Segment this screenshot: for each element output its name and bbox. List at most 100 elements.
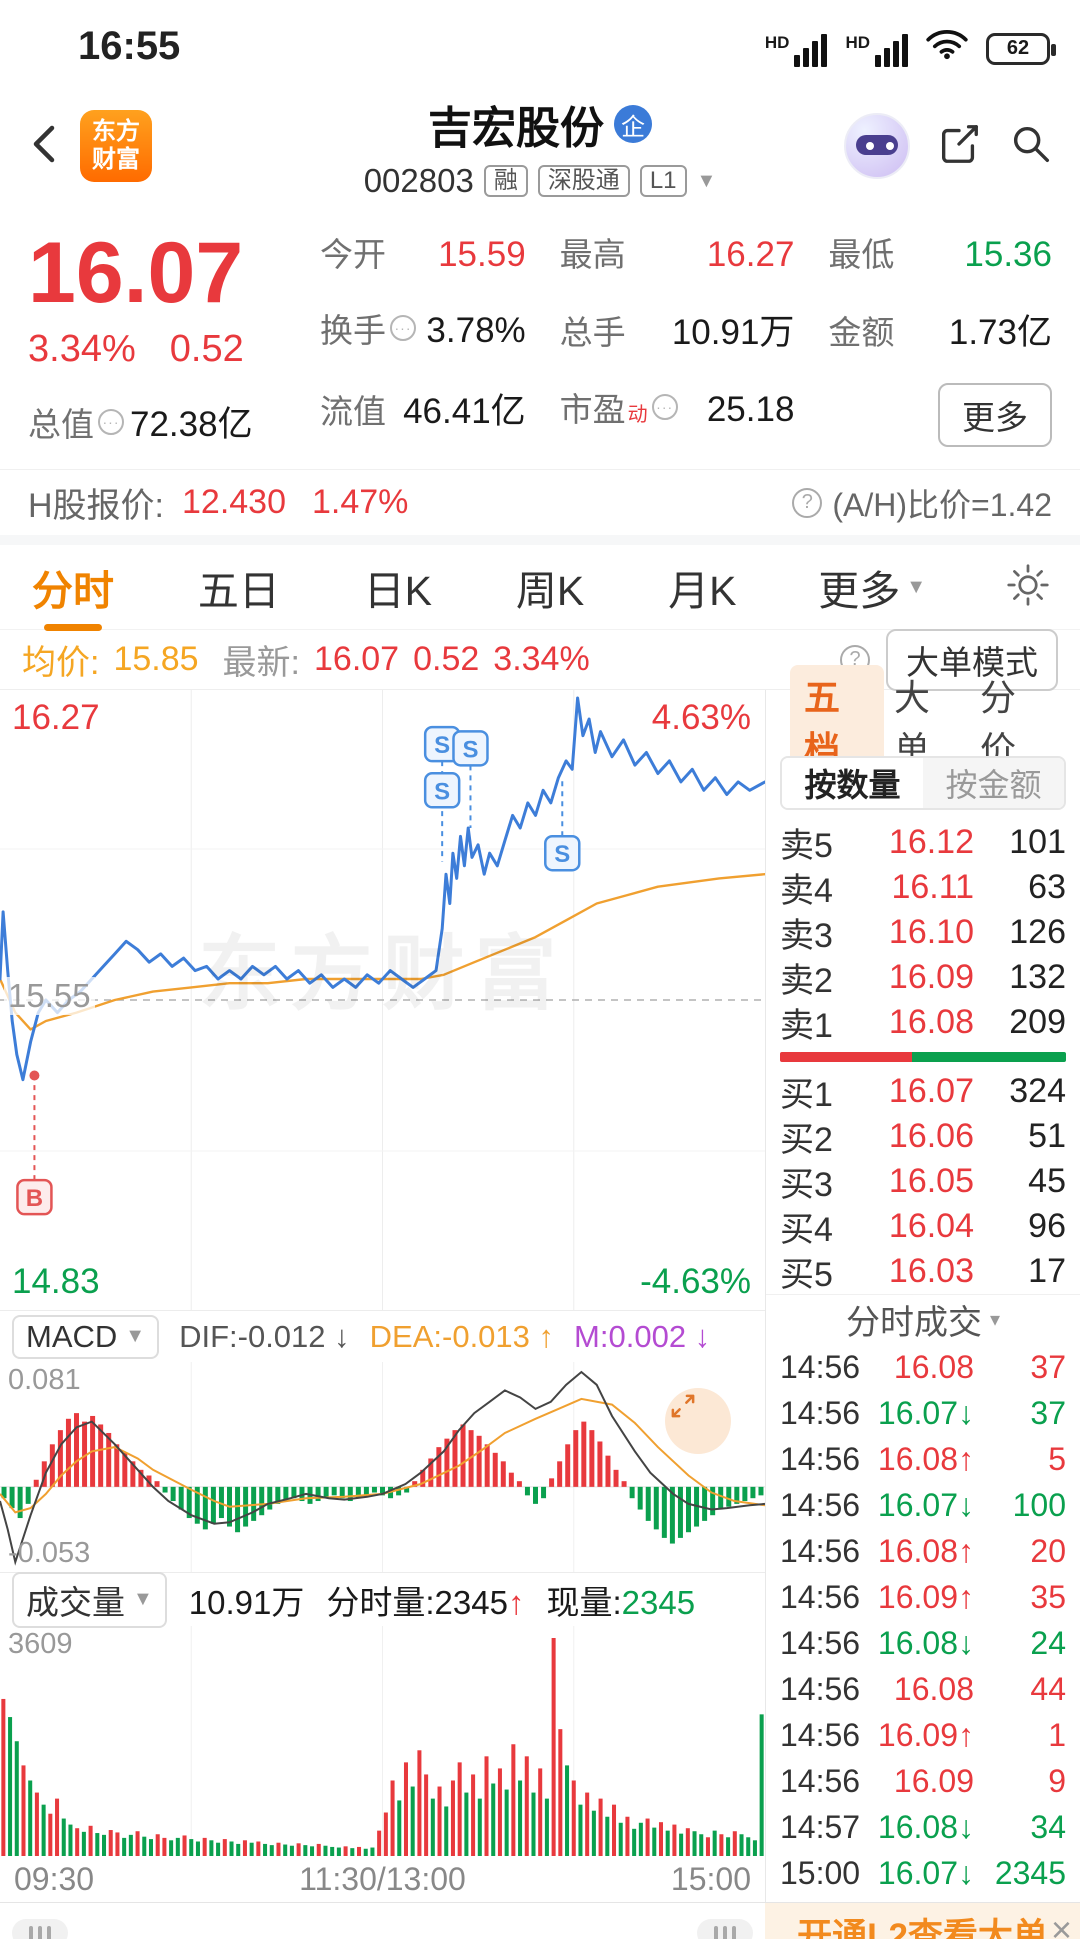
avg-price: 15.85: [113, 640, 199, 678]
share-icon[interactable]: [936, 121, 982, 172]
macd-max-label: 0.081: [8, 1364, 81, 1396]
more-stats-button[interactable]: 更多: [937, 383, 1052, 447]
cell-signal-icon-2: HD: [845, 33, 908, 67]
tab-minute[interactable]: 分时: [30, 543, 116, 631]
avg-price-label: 均价:: [22, 644, 100, 682]
macd-min-label: -0.053: [8, 1537, 91, 1569]
stat-open: 今开 15.59: [320, 235, 526, 274]
tick-row: 14:56 16.08↑ 5: [780, 1440, 1066, 1477]
volume-chart[interactable]: 3609: [0, 1626, 765, 1856]
sell-levels: 卖5 16.12 101 卖4 16.11 63 卖3 16.10 126 卖2 16.09 132 卖…: [766, 820, 1080, 1045]
buy-sell-ratio-bar: [766, 1045, 1080, 1069]
scroll-grip-right[interactable]: [697, 1919, 753, 1939]
last-price: 16.07: [28, 225, 244, 321]
macd-dif: DIF:-0.012 ↓: [179, 1318, 350, 1354]
tick-list-title[interactable]: 分时成交 ▾: [766, 1294, 1080, 1344]
hshare-percent: 1.47%: [312, 483, 409, 521]
last-value: 16.07: [314, 640, 400, 678]
sell-row: 卖3 16.10 126: [780, 913, 1066, 955]
change-percent: 3.34%: [28, 328, 136, 371]
macd-m: M:0.002 ↓: [574, 1318, 711, 1354]
info-icon: ···: [98, 409, 124, 435]
level-tag: L1: [639, 165, 687, 197]
buy-row: 买5 16.03 17: [780, 1252, 1066, 1294]
chart-low-label: 14.83: [12, 1262, 100, 1301]
info-icon: ···: [390, 315, 416, 341]
big-order-mode-button[interactable]: 大单模式: [886, 628, 1058, 691]
tick-row: 14:56 16.07↓ 37: [780, 1394, 1066, 1431]
expand-icon[interactable]: [665, 1388, 731, 1454]
svg-text:S: S: [434, 778, 450, 805]
close-icon[interactable]: ×: [1050, 1909, 1072, 1939]
tick-list: 14:56 16.08 37 14:56 16.07↓ 37 14:56 16.08↑ 5 14:…: [766, 1344, 1080, 1896]
stat-turnover: 换手 ··· 3.78%: [320, 311, 526, 350]
ah-ratio: (A/H)比价=1.42: [832, 486, 1052, 523]
help-icon[interactable]: ?: [792, 487, 823, 518]
margin-tag: 融: [483, 165, 528, 197]
toggle-by-amount[interactable]: 按金额: [923, 758, 1064, 808]
tick-row: 14:56 16.09 9: [780, 1762, 1066, 1799]
macd-canvas: [0, 1362, 765, 1572]
l2-banner[interactable]: 开通L2查看大单 ×: [765, 1903, 1080, 1939]
macd-dea: DEA:-0.013 ↑: [369, 1318, 555, 1354]
chart-low-pct: -4.63%: [640, 1262, 751, 1301]
tab-weekly[interactable]: 周K: [515, 568, 585, 614]
tab-daily[interactable]: 日K: [363, 568, 433, 614]
gear-icon[interactable]: [1006, 563, 1050, 612]
book-tabs: 五档 大单 分价: [766, 665, 1080, 777]
stat-volume: 总手 10.91万: [559, 313, 795, 352]
chevron-down-icon[interactable]: ▼: [696, 169, 717, 192]
tab-monthly[interactable]: 月K: [668, 568, 737, 614]
toggle-by-quantity[interactable]: 按数量: [782, 758, 923, 808]
svg-text:S: S: [462, 736, 478, 763]
quote-panel: 16.07 3.34% 0.52 总值 ··· 72.38亿 今开 15.59 最高…: [0, 210, 1080, 469]
sell-row: 卖1 16.08 209: [780, 1003, 1066, 1045]
macd-header: MACD ▼ DIF:-0.012 ↓ DEA:-0.013 ↑ M:0.002 …: [0, 1310, 765, 1362]
svg-text:B: B: [26, 1185, 43, 1212]
pct-value: 3.34%: [493, 640, 590, 678]
assistant-avatar[interactable]: [844, 113, 910, 179]
info-icon: ···: [651, 394, 678, 420]
chart-high-pct: 4.63%: [651, 698, 751, 737]
chevron-down-icon: ▼: [125, 1325, 146, 1347]
tab-more[interactable]: 更多 ▼: [818, 568, 927, 614]
chart-high-label: 16.27: [12, 698, 100, 737]
header: 东方 财富 吉宏股份 企 002803 融 深股通 L1 ▼: [0, 82, 1080, 210]
scroll-grip-left[interactable]: [12, 1919, 68, 1939]
tick-row: 14:56 16.08 37: [780, 1348, 1066, 1385]
hshare-label: H股报价:: [28, 487, 164, 525]
tick-row: 14:57 16.08↓ 34: [780, 1808, 1066, 1845]
hshare-price: 12.430: [182, 483, 286, 521]
last-label: 最新:: [222, 644, 300, 682]
macd-chart[interactable]: 0.081 -0.053: [0, 1362, 765, 1572]
status-bar: 16:55 HD HD 62: [0, 0, 1080, 82]
stat-pe: 市盈动 ··· 25.18: [559, 390, 795, 429]
hshare-row: H股报价: 12.430 1.47% ? (A/H)比价=1.42: [0, 469, 1080, 535]
tick-row: 14:56 16.08 44: [780, 1670, 1066, 1707]
time-midday: 11:30/13:00: [299, 1860, 466, 1897]
buy-row: 买2 16.06 51: [780, 1117, 1066, 1159]
volume-selector[interactable]: 成交量 ▼: [12, 1571, 167, 1628]
tab-big-orders[interactable]: 大单: [894, 677, 931, 770]
sell-row: 卖2 16.09 132: [780, 958, 1066, 1000]
sell-row: 卖5 16.12 101: [780, 823, 1066, 865]
volume-canvas: [1, 1626, 764, 1856]
volume-current: 现量:2345: [546, 1583, 696, 1621]
period-tabbar: 分时 五日 日K 周K 月K 更多 ▼: [0, 535, 1080, 629]
search-icon[interactable]: [1008, 121, 1054, 172]
volume-minute: 分时量:2345↑: [326, 1583, 525, 1621]
back-icon[interactable]: [26, 120, 66, 173]
cell-signal-icon: HD: [765, 33, 828, 67]
tick-row: 14:56 16.07↓ 100: [780, 1486, 1066, 1523]
svg-text:S: S: [434, 732, 450, 759]
buy-row: 买3 16.05 45: [780, 1162, 1066, 1204]
tab-5day[interactable]: 五日: [197, 568, 280, 614]
battery-icon: 62: [986, 32, 1056, 65]
tick-row: 14:56 16.09↑ 1: [780, 1716, 1066, 1753]
eastmoney-logo[interactable]: 东方 财富: [80, 110, 152, 182]
indicator-selector[interactable]: MACD ▼: [12, 1314, 160, 1359]
tick-row: 14:56 16.08↓ 24: [780, 1624, 1066, 1661]
time-close: 15:00: [670, 1860, 751, 1897]
